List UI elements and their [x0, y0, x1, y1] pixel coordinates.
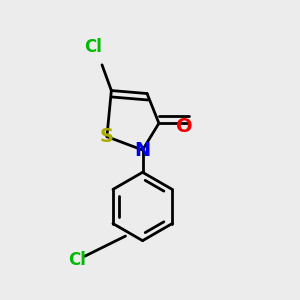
Text: Cl: Cl — [85, 38, 103, 56]
Text: O: O — [176, 117, 193, 136]
Text: Cl: Cl — [68, 251, 86, 269]
Text: N: N — [134, 140, 151, 160]
Text: S: S — [100, 127, 114, 146]
